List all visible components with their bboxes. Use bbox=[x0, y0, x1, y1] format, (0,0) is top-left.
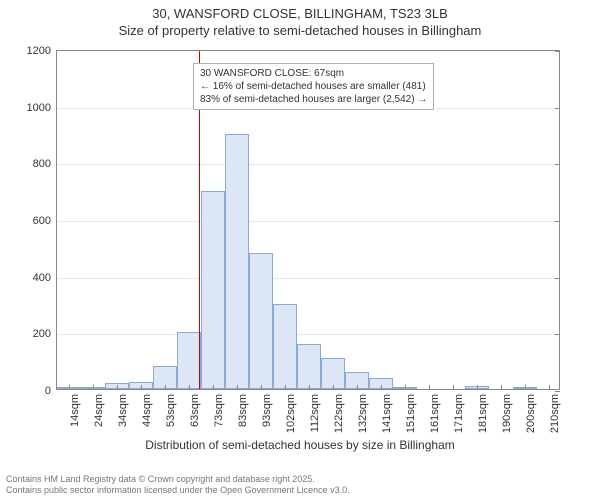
gridline bbox=[57, 278, 559, 279]
ytick-label: 1200 bbox=[27, 45, 57, 57]
histogram-bar bbox=[297, 344, 321, 389]
ytick-mark bbox=[555, 278, 560, 279]
infobox-line1: 30 WANSFORD CLOSE: 67sqm bbox=[200, 67, 427, 80]
ytick-label: 1000 bbox=[27, 102, 57, 114]
histogram-bar bbox=[225, 134, 249, 389]
ytick-label: 200 bbox=[33, 328, 57, 340]
footer-line2: Contains public sector information licen… bbox=[6, 485, 350, 496]
xtick-label: 24sqm bbox=[93, 389, 105, 427]
ytick-mark bbox=[555, 221, 560, 222]
reference-infobox: 30 WANSFORD CLOSE: 67sqm ← 16% of semi-d… bbox=[193, 63, 434, 110]
ytick-mark bbox=[555, 164, 560, 165]
footer-line1: Contains HM Land Registry data © Crown c… bbox=[6, 474, 350, 485]
xtick-label: 210sqm bbox=[549, 389, 561, 433]
attribution-footer: Contains HM Land Registry data © Crown c… bbox=[6, 474, 350, 496]
xtick-label: 53sqm bbox=[165, 389, 177, 427]
ytick-mark bbox=[555, 51, 560, 52]
x-axis-label: Distribution of semi-detached houses by … bbox=[0, 438, 600, 452]
ytick-mark bbox=[555, 108, 560, 109]
ytick-mark bbox=[555, 334, 560, 335]
main-title: 30, WANSFORD CLOSE, BILLINGHAM, TS23 3LB bbox=[0, 6, 600, 21]
chart-area: Number of semi-detached properties 02004… bbox=[0, 44, 600, 454]
histogram-bar bbox=[177, 332, 201, 389]
histogram-bar bbox=[249, 253, 273, 389]
ytick-label: 0 bbox=[45, 385, 57, 397]
xtick-label: 112sqm bbox=[309, 389, 321, 432]
xtick-label: 122sqm bbox=[333, 389, 345, 433]
gridline bbox=[57, 164, 559, 165]
xtick-label: 63sqm bbox=[189, 389, 201, 427]
xtick-label: 161sqm bbox=[429, 389, 441, 433]
xtick-label: 151sqm bbox=[405, 389, 417, 433]
gridline bbox=[57, 334, 559, 335]
infobox-line2: ← 16% of semi-detached houses are smalle… bbox=[200, 80, 427, 93]
xtick-label: 171sqm bbox=[453, 389, 465, 433]
xtick-label: 102sqm bbox=[285, 389, 297, 433]
xtick-label: 14sqm bbox=[69, 389, 81, 427]
infobox-line3: 83% of semi-detached houses are larger (… bbox=[200, 93, 427, 106]
ytick-label: 600 bbox=[33, 215, 57, 227]
xtick-label: 132sqm bbox=[357, 389, 369, 433]
xtick-label: 190sqm bbox=[501, 389, 513, 433]
xtick-label: 93sqm bbox=[261, 389, 273, 427]
xtick-label: 141sqm bbox=[381, 389, 393, 433]
ytick-label: 800 bbox=[33, 158, 57, 170]
gridline bbox=[57, 221, 559, 222]
sub-title: Size of property relative to semi-detach… bbox=[0, 23, 600, 38]
xtick-label: 83sqm bbox=[237, 389, 249, 427]
xtick-label: 181sqm bbox=[477, 389, 489, 433]
xtick-label: 44sqm bbox=[141, 389, 153, 427]
plot-area: 02004006008001000120014sqm24sqm34sqm44sq… bbox=[56, 50, 560, 390]
xtick-label: 73sqm bbox=[213, 389, 225, 427]
histogram-bar bbox=[201, 191, 225, 389]
histogram-bar bbox=[273, 304, 297, 389]
title-block: 30, WANSFORD CLOSE, BILLINGHAM, TS23 3LB… bbox=[0, 0, 600, 38]
xtick-label: 200sqm bbox=[525, 389, 537, 433]
xtick-label: 34sqm bbox=[117, 389, 129, 427]
ytick-label: 400 bbox=[33, 272, 57, 284]
